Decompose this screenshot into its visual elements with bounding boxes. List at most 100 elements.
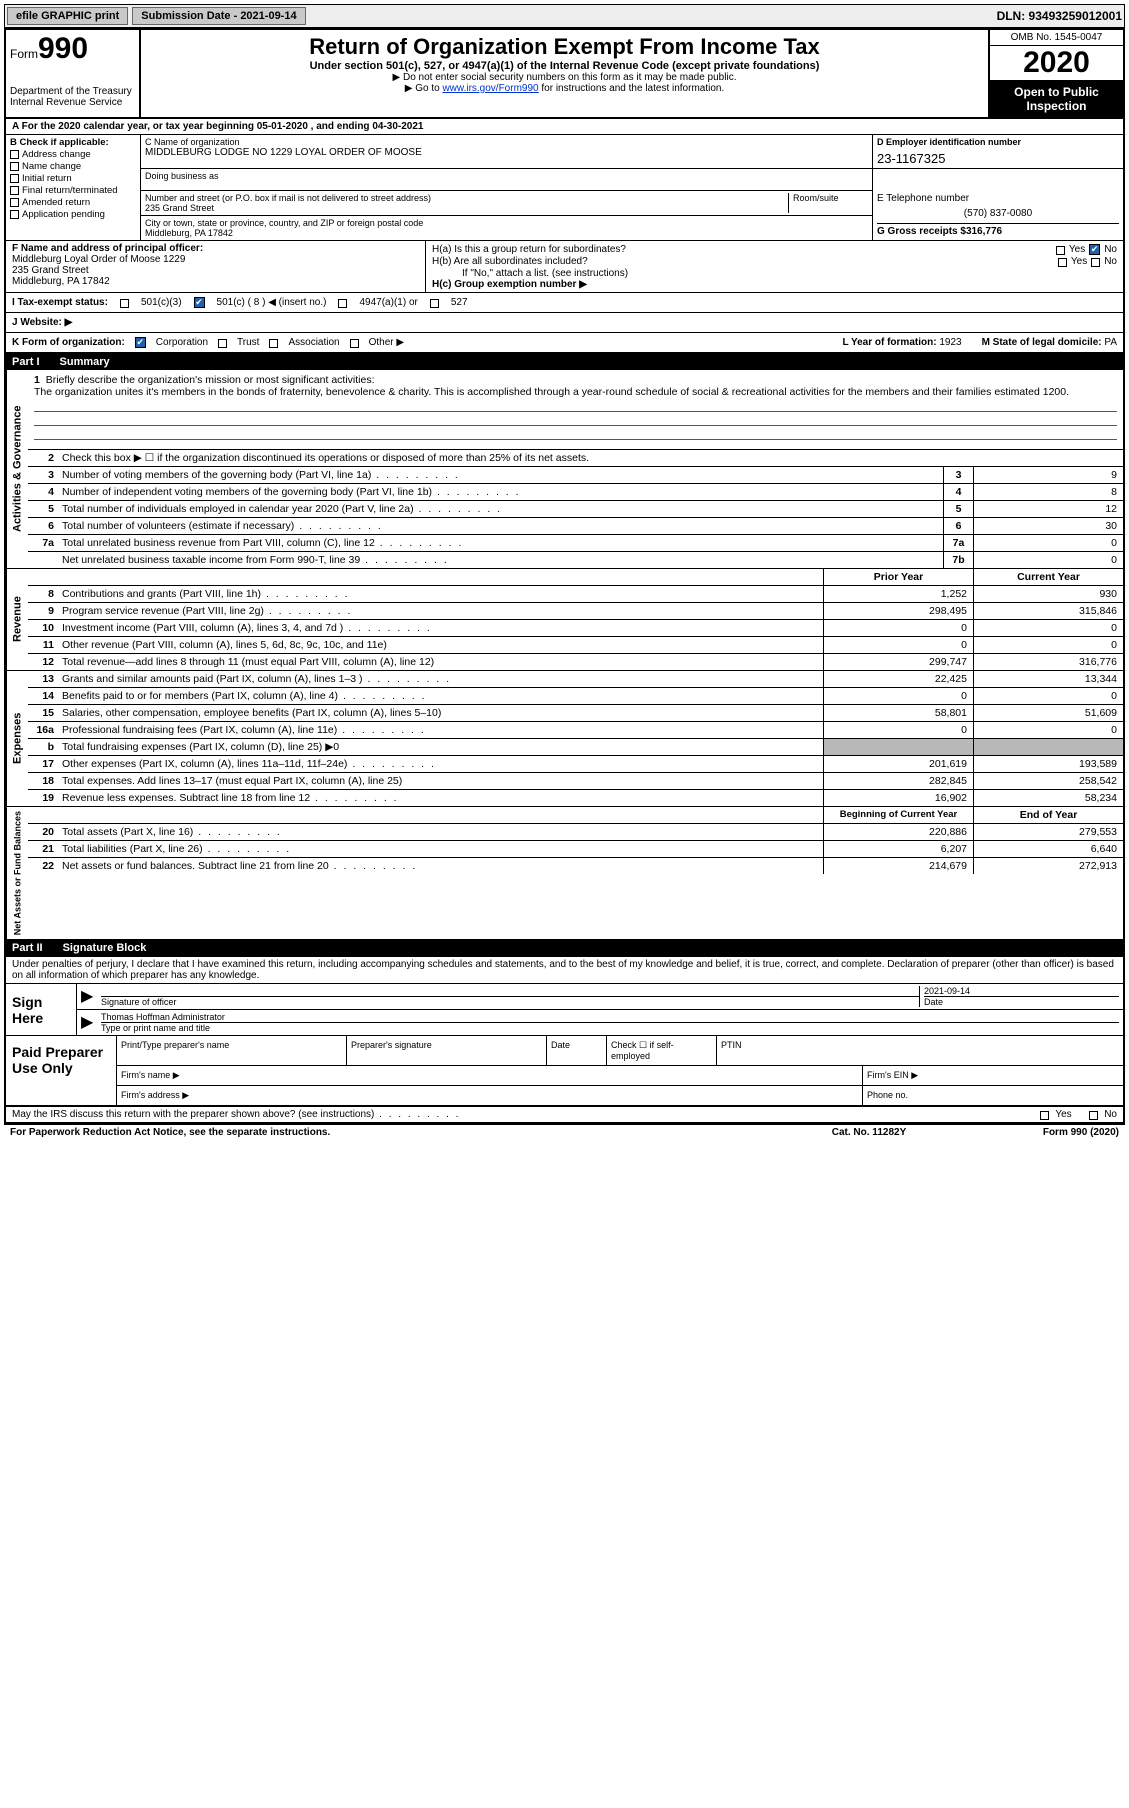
signature-block: Under penalties of perjury, I declare th… <box>6 956 1123 1123</box>
line21: Total liabilities (Part X, line 26) <box>58 841 823 857</box>
sign-here-label: Sign Here <box>6 984 76 1035</box>
sig-declaration: Under penalties of perjury, I declare th… <box>6 957 1123 984</box>
chk-label: Initial return <box>22 173 72 184</box>
part2-label: Part II <box>12 942 43 954</box>
checkbox-527[interactable] <box>430 299 439 308</box>
checkbox-trust[interactable] <box>218 339 227 348</box>
checkbox-name-change[interactable] <box>10 162 19 171</box>
street-value: 235 Grand Street <box>145 203 788 213</box>
efile-button[interactable]: efile GRAPHIC print <box>7 7 128 25</box>
part2-header: Part II Signature Block <box>6 940 1123 956</box>
current-year-header: Current Year <box>973 569 1123 585</box>
checkbox-assoc[interactable] <box>269 339 278 348</box>
line6: Total number of volunteers (estimate if … <box>58 518 943 534</box>
part1-header: Part I Summary <box>6 354 1123 370</box>
line17-cy: 193,589 <box>973 756 1123 772</box>
line21-cy: 6,640 <box>973 841 1123 857</box>
checkbox-4947[interactable] <box>338 299 347 308</box>
line19: Revenue less expenses. Subtract line 18 … <box>58 790 823 806</box>
street-label: Number and street (or P.O. box if mail i… <box>145 193 788 203</box>
checkbox-discuss-no[interactable] <box>1089 1111 1098 1120</box>
line12-py: 299,747 <box>823 654 973 670</box>
header-center: Return of Organization Exempt From Incom… <box>141 30 988 117</box>
form-container: Form990 Department of the Treasury Inter… <box>4 28 1125 1125</box>
line1-num: 1 <box>34 374 40 386</box>
checkbox-other[interactable] <box>350 339 359 348</box>
h-attach: If "No," attach a list. (see instruction… <box>432 268 1117 279</box>
sig-date-value: 2021-09-14 <box>924 986 1119 996</box>
firm-ein-label: Firm's EIN ▶ <box>863 1066 1123 1085</box>
line16b: Total fundraising expenses (Part IX, col… <box>58 739 823 755</box>
checkbox-corp[interactable]: ✔ <box>135 337 146 348</box>
ssn-warning: ▶ Do not enter social security numbers o… <box>145 72 984 83</box>
line16b-py <box>823 739 973 755</box>
begin-year-header: Beginning of Current Year <box>823 807 973 823</box>
checkbox-ha-no[interactable]: ✔ <box>1089 244 1100 255</box>
prep-name-header: Print/Type preparer's name <box>117 1036 347 1065</box>
arrow-icon: ▶ <box>81 1012 101 1033</box>
checkbox-amended[interactable] <box>10 198 19 207</box>
netassets-section: Net Assets or Fund Balances Beginning of… <box>6 807 1123 940</box>
line15-py: 58,801 <box>823 705 973 721</box>
line4-val: 8 <box>973 484 1123 500</box>
l-value: 1923 <box>939 337 961 348</box>
phone-label: Phone no. <box>863 1086 1123 1105</box>
org-name: MIDDLEBURG LODGE NO 1229 LOYAL ORDER OF … <box>145 147 868 158</box>
dba-field: Doing business as <box>141 169 873 191</box>
checkbox-hb-no[interactable] <box>1091 258 1100 267</box>
checkbox-501c3[interactable] <box>120 299 129 308</box>
prep-sig-header: Preparer's signature <box>347 1036 547 1065</box>
mission-label: Briefly describe the organization's miss… <box>46 374 375 386</box>
line12: Total revenue—add lines 8 through 11 (mu… <box>58 654 823 670</box>
checkbox-501c[interactable]: ✔ <box>194 297 205 308</box>
gross-label: G Gross receipts $ <box>877 226 966 237</box>
form990-link[interactable]: www.irs.gov/Form990 <box>442 83 538 94</box>
submission-date-button[interactable]: Submission Date - 2021-09-14 <box>132 7 305 25</box>
section-fh: F Name and address of principal officer:… <box>6 241 1123 293</box>
line20: Total assets (Part X, line 16) <box>58 824 823 840</box>
box-d: D Employer identification number 23-1167… <box>873 135 1123 168</box>
prep-date-header: Date <box>547 1036 607 1065</box>
line16a: Professional fundraising fees (Part IX, … <box>58 722 823 738</box>
checkbox-address-change[interactable] <box>10 150 19 159</box>
line7b: Net unrelated business taxable income fr… <box>58 552 943 568</box>
sig-name-label: Type or print name and title <box>101 1022 1119 1033</box>
revenue-section: Revenue Prior YearCurrent Year 8Contribu… <box>6 569 1123 671</box>
part1-label: Part I <box>12 356 40 368</box>
checkbox-application[interactable] <box>10 210 19 219</box>
box-i: I Tax-exempt status: 501(c)(3) ✔501(c) (… <box>6 293 1123 313</box>
line10: Investment income (Part VIII, column (A)… <box>58 620 823 636</box>
form-label: Form <box>10 47 38 61</box>
line7a: Total unrelated business revenue from Pa… <box>58 535 943 551</box>
box-c-name: C Name of organization MIDDLEBURG LODGE … <box>141 135 873 168</box>
phone-label: E Telephone number <box>877 193 1119 204</box>
form-number: 990 <box>38 32 88 65</box>
hc-label: H(c) Group exemption number ▶ <box>432 279 1117 290</box>
tax-year: 2020 <box>990 46 1123 81</box>
line7a-val: 0 <box>973 535 1123 551</box>
form-section: Under section 501(c), 527, or 4947(a)(1)… <box>145 60 984 72</box>
form-footer: Form 990 (2020) <box>969 1127 1119 1138</box>
chk-label: Address change <box>22 149 91 160</box>
checkbox-discuss-yes[interactable] <box>1040 1111 1049 1120</box>
sig-date-label: Date <box>924 996 1119 1007</box>
line3-val: 9 <box>973 467 1123 483</box>
header-left: Form990 Department of the Treasury Inter… <box>6 30 141 117</box>
line7b-val: 0 <box>973 552 1123 568</box>
checkbox-hb-yes[interactable] <box>1058 258 1067 267</box>
k-label: K Form of organization: <box>12 337 125 348</box>
goto-prefix: ▶ Go to <box>405 83 443 94</box>
line8-cy: 930 <box>973 586 1123 602</box>
mission-block: 1 Briefly describe the organization's mi… <box>28 370 1123 450</box>
line13: Grants and similar amounts paid (Part IX… <box>58 671 823 687</box>
line13-py: 22,425 <box>823 671 973 687</box>
checkbox-initial-return[interactable] <box>10 174 19 183</box>
checkbox-final-return[interactable] <box>10 186 19 195</box>
line8: Contributions and grants (Part VIII, lin… <box>58 586 823 602</box>
box-cd: C Name of organization MIDDLEBURG LODGE … <box>141 135 1123 240</box>
line9-py: 298,495 <box>823 603 973 619</box>
line9-cy: 315,846 <box>973 603 1123 619</box>
checkbox-ha-yes[interactable] <box>1056 246 1065 255</box>
line16a-py: 0 <box>823 722 973 738</box>
dln-text: DLN: 93493259012001 <box>997 9 1122 23</box>
